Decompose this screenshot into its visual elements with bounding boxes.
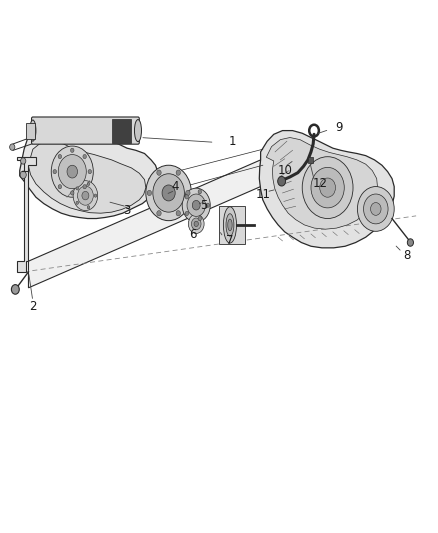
- Circle shape: [71, 191, 74, 195]
- Text: 1: 1: [228, 135, 236, 148]
- Circle shape: [185, 195, 189, 199]
- Circle shape: [71, 148, 74, 152]
- Polygon shape: [17, 157, 36, 272]
- Text: 11: 11: [255, 188, 270, 201]
- Text: 7: 7: [226, 235, 234, 247]
- Bar: [112, 118, 131, 142]
- Text: 3: 3: [124, 204, 131, 217]
- Circle shape: [11, 285, 19, 294]
- Polygon shape: [26, 123, 35, 139]
- Circle shape: [176, 211, 180, 216]
- Bar: [219, 206, 245, 244]
- Circle shape: [157, 170, 161, 175]
- Circle shape: [371, 203, 381, 215]
- Circle shape: [188, 214, 204, 233]
- Circle shape: [83, 184, 86, 189]
- Circle shape: [53, 169, 57, 174]
- Text: 6: 6: [189, 228, 197, 241]
- Circle shape: [88, 169, 92, 174]
- Text: 4: 4: [171, 180, 179, 193]
- Circle shape: [206, 203, 210, 207]
- Circle shape: [191, 218, 201, 230]
- Circle shape: [320, 178, 336, 197]
- Circle shape: [51, 146, 93, 197]
- Circle shape: [162, 185, 175, 201]
- Circle shape: [83, 155, 86, 159]
- Circle shape: [186, 190, 190, 196]
- Circle shape: [147, 190, 152, 196]
- Circle shape: [58, 184, 62, 189]
- Text: 2: 2: [29, 300, 37, 313]
- Circle shape: [153, 174, 184, 212]
- FancyBboxPatch shape: [32, 117, 139, 144]
- Ellipse shape: [30, 120, 36, 141]
- Circle shape: [198, 216, 201, 221]
- Circle shape: [58, 155, 86, 189]
- Circle shape: [21, 158, 26, 164]
- Polygon shape: [28, 160, 261, 288]
- Ellipse shape: [226, 214, 234, 236]
- Circle shape: [187, 194, 205, 216]
- Text: 10: 10: [277, 164, 292, 177]
- Bar: [308, 157, 313, 163]
- Circle shape: [67, 165, 78, 178]
- Circle shape: [78, 186, 93, 205]
- Text: 8: 8: [404, 249, 411, 262]
- Circle shape: [364, 194, 388, 224]
- Circle shape: [357, 187, 394, 231]
- Circle shape: [82, 191, 89, 200]
- Ellipse shape: [134, 119, 141, 142]
- Circle shape: [278, 176, 286, 186]
- Circle shape: [87, 206, 90, 209]
- Circle shape: [198, 190, 201, 194]
- Circle shape: [20, 171, 26, 179]
- Circle shape: [10, 144, 15, 150]
- Circle shape: [87, 182, 90, 185]
- Circle shape: [194, 221, 198, 227]
- Circle shape: [192, 200, 200, 210]
- Polygon shape: [20, 125, 158, 219]
- Circle shape: [311, 167, 344, 208]
- Circle shape: [73, 181, 98, 211]
- Polygon shape: [259, 131, 394, 248]
- Circle shape: [76, 187, 78, 190]
- Circle shape: [407, 239, 413, 246]
- Circle shape: [58, 155, 62, 159]
- Text: 9: 9: [336, 122, 343, 134]
- Ellipse shape: [228, 219, 232, 231]
- Circle shape: [185, 212, 189, 216]
- Circle shape: [157, 211, 161, 216]
- Ellipse shape: [223, 207, 237, 243]
- Circle shape: [176, 170, 180, 175]
- Circle shape: [302, 157, 353, 219]
- Text: 5: 5: [200, 199, 207, 212]
- Polygon shape: [28, 141, 146, 213]
- Circle shape: [94, 194, 97, 197]
- Circle shape: [76, 201, 78, 205]
- Text: 12: 12: [312, 177, 327, 190]
- Circle shape: [182, 188, 210, 222]
- Polygon shape: [266, 138, 378, 229]
- Circle shape: [146, 165, 191, 221]
